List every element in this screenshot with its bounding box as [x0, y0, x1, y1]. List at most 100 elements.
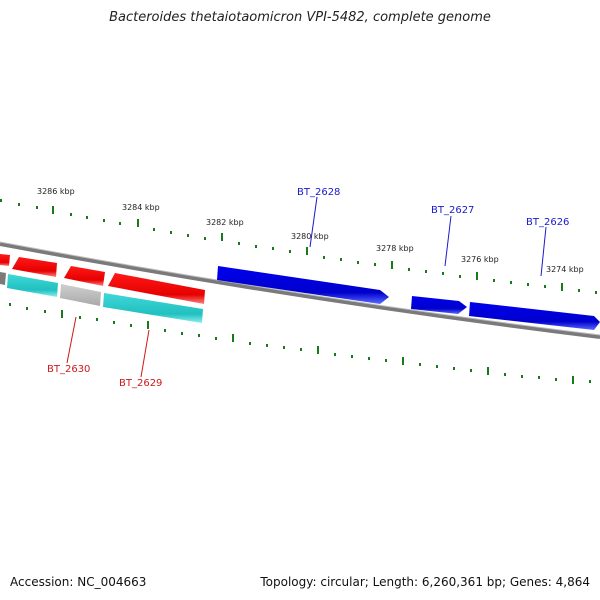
- minor-tick: [249, 342, 251, 345]
- minor-tick: [130, 324, 132, 327]
- major-tick: [391, 261, 393, 269]
- gene-arrow-BT_2626[interactable]: [469, 302, 600, 330]
- gene-arrow-reverse[interactable]: [0, 254, 10, 266]
- minor-tick: [578, 289, 580, 292]
- cds-track: [0, 272, 203, 323]
- minor-tick: [204, 237, 206, 240]
- major-tick: [61, 310, 63, 318]
- minor-tick: [419, 363, 421, 366]
- minor-tick: [170, 231, 172, 234]
- scale-label-3282: 3282 kbp: [206, 218, 244, 227]
- accession-text: Accession: NC_004663: [10, 575, 147, 589]
- genome-backbone-highlight: [0, 241, 600, 336]
- minor-tick: [44, 310, 46, 313]
- leader-line-BT_2628: [309, 196, 318, 248]
- major-tick: [476, 272, 478, 280]
- cds-segment[interactable]: [103, 293, 203, 323]
- minor-tick: [510, 281, 512, 284]
- gene-arrow-reverse[interactable]: [12, 257, 57, 277]
- gene-arrow-BT_2628[interactable]: [217, 266, 389, 304]
- scale-labels: 3286 kbp 3284 kbp 3282 kbp 3280 kbp 3278…: [37, 187, 584, 274]
- minor-tick: [36, 206, 38, 209]
- reverse-genes: [0, 254, 205, 304]
- minor-tick: [453, 367, 455, 370]
- leader-line-BT_2629: [140, 329, 150, 378]
- map-title: Bacteroides thetaiotaomicron VPI-5482, c…: [109, 10, 491, 25]
- gene-label-leaders: [66, 196, 547, 378]
- major-tick: [232, 334, 234, 342]
- minor-tick: [119, 222, 121, 225]
- major-tick: [306, 247, 308, 255]
- scale-label-3286: 3286 kbp: [37, 187, 75, 196]
- minor-tick: [527, 283, 529, 286]
- scale-label-3278: 3278 kbp: [376, 244, 414, 253]
- major-tick: [137, 219, 139, 227]
- major-tick: [221, 233, 223, 241]
- leader-line-BT_2626: [540, 226, 547, 277]
- minor-tick: [544, 285, 546, 288]
- minor-tick: [164, 329, 166, 332]
- major-tick: [52, 206, 54, 214]
- outer-scale-track: [0, 199, 597, 294]
- gene-arrow-reverse[interactable]: [108, 273, 205, 304]
- gene-arrow-reverse[interactable]: [64, 266, 105, 286]
- gene-arrow-BT_2627[interactable]: [411, 296, 467, 314]
- cds-segment: [0, 272, 6, 285]
- gene-label-BT_2626[interactable]: BT_2626: [526, 217, 569, 228]
- minor-tick: [215, 337, 217, 340]
- minor-tick: [385, 359, 387, 362]
- minor-tick: [334, 353, 336, 356]
- minor-tick: [9, 303, 11, 306]
- minor-tick: [289, 250, 291, 253]
- minor-tick: [70, 213, 72, 216]
- minor-tick: [436, 365, 438, 368]
- major-tick: [487, 367, 489, 375]
- gene-label-BT_2628[interactable]: BT_2628: [297, 187, 340, 198]
- major-tick: [572, 376, 574, 384]
- minor-tick: [79, 316, 81, 319]
- gene-label-BT_2627[interactable]: BT_2627: [431, 205, 474, 216]
- leader-line-BT_2630: [66, 316, 77, 364]
- minor-tick: [198, 334, 200, 337]
- minor-tick: [504, 373, 506, 376]
- minor-tick: [357, 261, 359, 264]
- minor-tick: [340, 258, 342, 261]
- minor-tick: [368, 357, 370, 360]
- minor-tick: [374, 263, 376, 266]
- minor-tick: [425, 270, 427, 273]
- minor-tick: [589, 380, 591, 383]
- genome-backbone: [0, 242, 600, 339]
- minor-tick: [323, 256, 325, 259]
- scale-label-3274: 3274 kbp: [546, 265, 584, 274]
- minor-tick: [300, 348, 302, 351]
- major-tick: [317, 346, 319, 354]
- gene-label-BT_2630[interactable]: BT_2630: [47, 364, 90, 375]
- minor-tick: [595, 291, 597, 294]
- minor-tick: [18, 203, 20, 206]
- minor-tick: [103, 219, 105, 222]
- minor-tick: [538, 376, 540, 379]
- cds-segment[interactable]: [7, 274, 58, 297]
- major-tick: [561, 283, 563, 291]
- scale-label-3276: 3276 kbp: [461, 255, 499, 264]
- major-tick: [147, 321, 149, 329]
- minor-tick: [459, 275, 461, 278]
- gene-labels: BT_2628 BT_2627 BT_2626 BT_2630 BT_2629: [47, 187, 569, 389]
- minor-tick: [408, 268, 410, 271]
- minor-tick: [470, 369, 472, 372]
- minor-tick: [86, 216, 88, 219]
- minor-tick: [272, 247, 274, 250]
- minor-tick: [266, 344, 268, 347]
- leader-line-BT_2627: [444, 215, 452, 267]
- minor-tick: [26, 307, 28, 310]
- scale-label-3280: 3280 kbp: [291, 232, 329, 241]
- minor-tick: [555, 378, 557, 381]
- minor-tick: [351, 355, 353, 358]
- cds-segment[interactable]: [60, 284, 101, 306]
- minor-tick: [153, 228, 155, 231]
- gene-label-BT_2629[interactable]: BT_2629: [119, 378, 162, 389]
- minor-tick: [283, 346, 285, 349]
- minor-tick: [521, 375, 523, 378]
- major-tick: [402, 357, 404, 365]
